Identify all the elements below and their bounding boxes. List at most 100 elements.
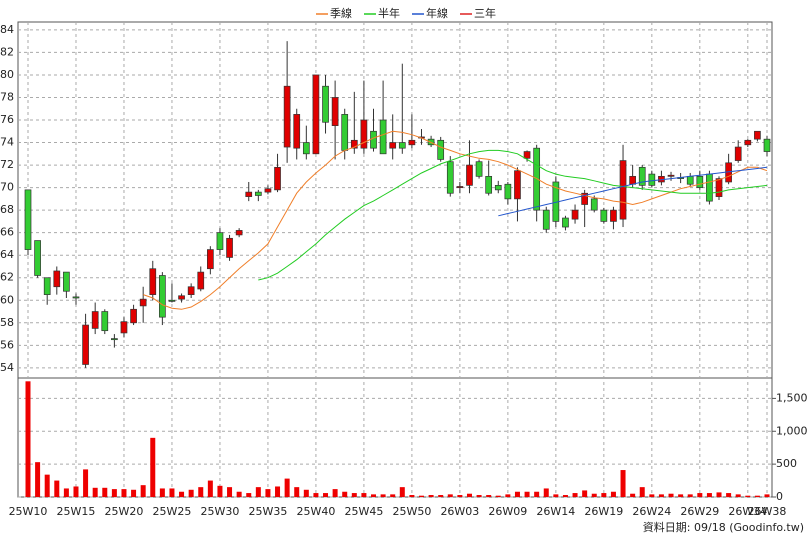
candle-body — [629, 175, 636, 185]
source-note: 資料日期: 09/18 (Goodinfo.tw) — [643, 520, 804, 534]
candle-body — [542, 209, 550, 230]
x-tick-label: 26W09 — [488, 505, 527, 518]
volume-bar — [92, 487, 98, 497]
y-tick-label: 78 — [0, 90, 14, 103]
x-tick-label: 25W35 — [248, 505, 287, 518]
candle-body — [754, 130, 761, 140]
candle-body — [235, 230, 243, 236]
x-tick-label: 25W40 — [296, 505, 335, 518]
candle-body — [331, 97, 339, 126]
volume-bar — [764, 494, 770, 497]
y-tick-label: 82 — [0, 45, 14, 58]
volume-bar — [418, 495, 424, 497]
volume-bar — [361, 493, 367, 497]
volume-bar — [227, 487, 233, 497]
volume-bar — [716, 492, 722, 497]
candle-body — [197, 271, 205, 290]
candle-body — [370, 130, 377, 149]
volume-bar — [246, 493, 252, 497]
legend-label: 半年 — [378, 6, 400, 20]
volume-bar — [486, 495, 492, 497]
candle-body — [216, 232, 224, 250]
candle-body — [456, 186, 464, 188]
volume-bar — [351, 493, 357, 497]
volume-bar — [303, 489, 309, 497]
y-tick-label: 68 — [0, 203, 14, 216]
x-tick-label: 25W30 — [201, 505, 240, 518]
volume-bar — [255, 487, 261, 497]
volume-bar — [35, 462, 41, 497]
ma-line — [258, 149, 768, 281]
candle-body — [763, 138, 771, 152]
candle-body — [638, 166, 646, 186]
candle-body — [571, 209, 579, 220]
y-tick-label: 62 — [0, 271, 14, 284]
y-tick-label: 56 — [0, 338, 14, 351]
volume-bar — [342, 491, 348, 497]
candle-body — [686, 175, 694, 185]
volume-bar — [294, 487, 300, 497]
y-tick-label: 64 — [0, 248, 14, 261]
y-tick-label: 80 — [0, 68, 14, 81]
volume-bar — [649, 494, 655, 497]
volume-bar — [457, 495, 463, 497]
volume-bar — [73, 486, 79, 497]
volume-bar — [678, 494, 684, 497]
volume-bar — [572, 493, 578, 497]
candle-body — [43, 277, 51, 295]
x-tick-label: 26W29 — [680, 505, 719, 518]
volume-tick-label: 500 — [776, 457, 797, 470]
candle-body — [466, 164, 473, 186]
candle-body — [485, 175, 493, 194]
candle-body — [149, 268, 157, 295]
volume-bar — [524, 491, 530, 497]
candle-body — [207, 249, 214, 270]
candle-body — [168, 299, 176, 302]
legend-label: 三年 — [474, 6, 496, 20]
volume-bar — [150, 437, 156, 497]
ma-line — [498, 166, 768, 217]
y-tick-label: 58 — [0, 316, 14, 329]
candle-body — [696, 175, 704, 188]
volume-bar — [140, 485, 146, 497]
candle-body — [322, 85, 329, 123]
volume-bar — [620, 470, 626, 497]
volume-bar — [534, 491, 540, 497]
volume-bar — [332, 489, 338, 497]
volume-bar — [380, 494, 386, 497]
volume-bar — [63, 488, 69, 497]
x-tick-label: 26W19 — [584, 505, 623, 518]
volume-bar — [562, 495, 568, 497]
volume-bar — [543, 488, 549, 497]
y-tick-label: 74 — [0, 136, 14, 149]
x-tick-label: 26W34 — [728, 505, 767, 518]
candle-body — [590, 198, 598, 211]
volume-bar — [323, 493, 329, 497]
volume-bar — [582, 490, 588, 497]
volume-bar — [236, 491, 242, 497]
volume-bar — [697, 493, 703, 497]
volume-bar — [54, 480, 60, 497]
candle-body — [120, 321, 128, 334]
x-tick-label: 25W10 — [9, 505, 48, 518]
y-tick-label: 70 — [0, 181, 14, 194]
candle-body — [734, 146, 742, 161]
y-tick-label: 66 — [0, 226, 14, 239]
volume-bar — [409, 495, 415, 497]
volume-bar — [198, 487, 204, 497]
volume-bar — [610, 491, 616, 497]
x-tick-label: 25W15 — [57, 505, 96, 518]
candle-body — [34, 240, 41, 276]
volume-bar — [25, 381, 31, 497]
candle-body — [744, 139, 752, 146]
legend-label: 年線 — [426, 6, 448, 20]
volume-bar — [726, 493, 732, 497]
candle-body — [504, 183, 512, 200]
candle-body — [245, 191, 253, 197]
candle-body — [533, 147, 541, 211]
candle-body — [494, 185, 502, 191]
candle-body — [24, 189, 32, 250]
candle-body — [264, 188, 272, 193]
volume-bar — [390, 494, 396, 497]
